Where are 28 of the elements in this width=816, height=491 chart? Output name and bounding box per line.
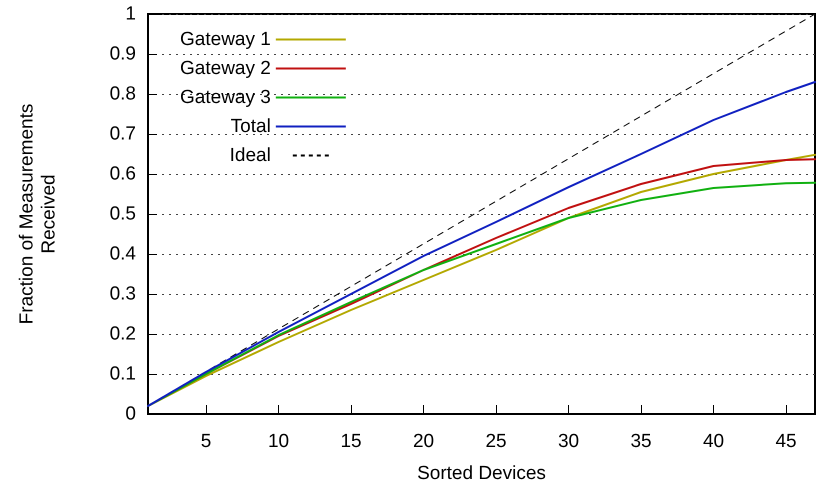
x-tick-label: 40 xyxy=(702,431,724,452)
x-tick-label: 10 xyxy=(268,431,290,452)
y-tick-label: 0.6 xyxy=(110,164,136,184)
legend-label: Total xyxy=(230,116,271,137)
x-tick-label: 25 xyxy=(485,431,507,452)
y-tick-label: 0.5 xyxy=(110,204,136,224)
y-tick-label: 0.7 xyxy=(110,124,136,144)
y-tick-label: 1 xyxy=(125,4,136,24)
y-tick-label: 0.3 xyxy=(110,284,136,304)
line-series xyxy=(147,81,816,407)
x-tick-label: 5 xyxy=(200,431,212,452)
y-tick-label: 0.2 xyxy=(110,324,136,344)
x-tick-label: 15 xyxy=(340,431,362,452)
x-tick-label: 35 xyxy=(630,431,652,452)
y-tick-label: 0 xyxy=(125,404,136,424)
y-tick-label: 0.9 xyxy=(110,44,136,64)
x-axis-title: Sorted Devices xyxy=(417,463,546,484)
legend-label: Gateway 1 xyxy=(180,29,271,50)
y-tick-label: 0.1 xyxy=(110,364,136,384)
legend-label: Gateway 2 xyxy=(180,58,271,79)
x-tick-label: 45 xyxy=(775,431,797,452)
x-tick-label: 30 xyxy=(558,431,580,452)
legend-label: Gateway 3 xyxy=(180,87,271,108)
legend-label: Ideal xyxy=(230,145,271,166)
x-tick-label: 20 xyxy=(412,431,434,452)
y-axis-title: Fraction of Measurements Received xyxy=(16,104,60,324)
y-tick-label: 0.8 xyxy=(110,84,136,104)
y-tick-label: 0.4 xyxy=(110,244,136,264)
